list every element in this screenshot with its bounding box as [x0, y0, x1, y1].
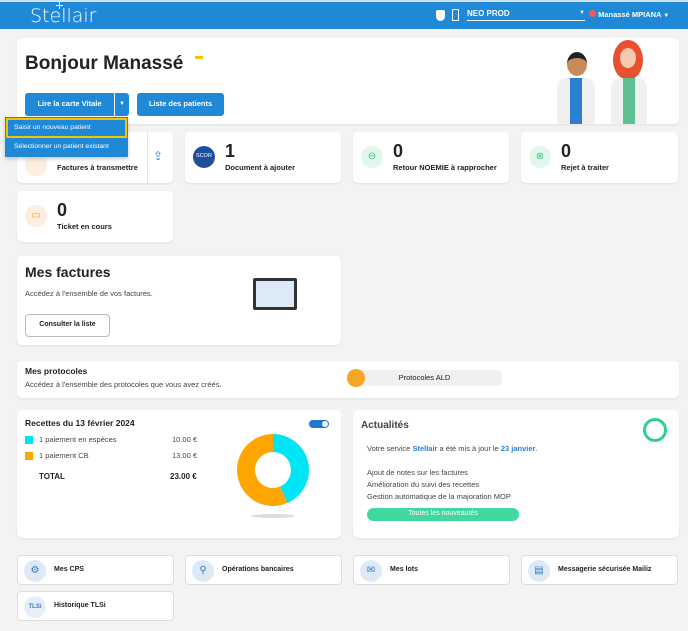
legend-amount: 13.00 €: [172, 451, 198, 460]
mail-stack-icon: ✉: [360, 560, 382, 582]
menu-item-existing-patient[interactable]: Sélectionner un patient existant: [14, 143, 109, 150]
news-intro-text: a été mis à jour le: [437, 444, 501, 453]
total-amount: 23.00 €: [170, 472, 197, 481]
news-intro-text: .: [535, 444, 538, 453]
shield-icon[interactable]: [436, 10, 445, 21]
stat-card-rejects[interactable]: ⊗ 0 Rejet à traiter: [521, 132, 678, 183]
news-intro: Votre service Stellair a été mis à jour …: [367, 444, 538, 453]
news-item: Amélioration du suivi des recettes: [367, 480, 480, 489]
ticket-icon: ▭: [25, 205, 47, 227]
stat-card-noemie[interactable]: ⊖ 0 Retour NOEMIE à rapprocher: [353, 132, 509, 183]
news-date: 23 janvier: [500, 444, 536, 453]
chevron-down-icon: ▼: [579, 10, 585, 16]
stat-card-tickets[interactable]: ▭ 0 Ticket en cours: [17, 191, 173, 242]
all-news-button[interactable]: Toutes les nouveautés: [367, 508, 519, 521]
stat-label: Retour NOEMIE à rapprocher: [393, 163, 497, 172]
ald-protocols-button[interactable]: Protocoles ALD: [347, 370, 502, 386]
stat-card-documents[interactable]: SCOR 1 Document à ajouter: [185, 132, 341, 183]
view-invoices-button[interactable]: Consulter la liste: [25, 314, 110, 337]
stat-value: 0: [57, 200, 68, 220]
environment-select[interactable]: NEO PROD ▼: [467, 9, 585, 21]
link-label: Opérations bancaires: [222, 566, 294, 573]
news-intro-text: Votre service: [367, 444, 413, 453]
sparkle-icon: [56, 2, 63, 9]
link-icon: ⊖: [361, 146, 383, 168]
receipts-title: Recettes du 13 février 2024: [25, 418, 135, 428]
stat-label: Rejet à traiter: [561, 163, 609, 172]
refresh-icon: [643, 418, 667, 442]
link-tlsi-history[interactable]: TLSi Historique TLSi: [17, 591, 174, 621]
badge-icon: [195, 56, 203, 59]
chevron-down-icon: ▼: [119, 101, 125, 108]
status-icon: [589, 10, 596, 17]
receipts-donut-chart: [236, 434, 309, 518]
legend-swatch-cash: [25, 436, 33, 444]
link-label: Historique TLSi: [54, 602, 106, 609]
user-name: Manassé MPIANA: [598, 10, 662, 19]
invoices-card: Mes factures Accédez à l'ensemble de vos…: [17, 256, 341, 345]
invoices-title: Mes factures: [25, 264, 111, 280]
link-bank-operations[interactable]: ⚲ Opérations bancaires: [185, 555, 342, 585]
news-brand: Stellair: [412, 444, 438, 453]
legend-swatch-card: [25, 452, 33, 460]
top-bar: Stellair NEO PROD ▼ Manassé MPIANA ▼: [0, 0, 688, 29]
receipts-toggle[interactable]: [309, 420, 329, 428]
protocols-title: Mes protocoles: [25, 366, 88, 376]
page-title: Bonjour Manassé: [25, 53, 184, 74]
receipts-card: Recettes du 13 février 2024 1 paiement e…: [17, 410, 341, 538]
news-card: Actualités Votre service Stellair a été …: [353, 410, 679, 538]
donut-slice-1: [236, 434, 288, 506]
gear-icon: ⚙: [24, 560, 46, 582]
scor-icon: SCOR: [193, 146, 215, 168]
stat-label: Ticket en cours: [57, 222, 112, 231]
stat-label: Factures à transmettre: [57, 163, 138, 172]
card-reader-icon[interactable]: [452, 9, 459, 21]
environment-value: NEO PROD: [467, 9, 510, 18]
bank-icon: ⚲: [192, 560, 214, 582]
tlsi-icon: TLSi: [24, 596, 46, 618]
link-label: Messagerie sécurisée Mailiz: [558, 566, 652, 573]
patient-list-button[interactable]: Liste des patients: [137, 93, 224, 116]
stat-label: Document à ajouter: [225, 163, 296, 172]
invoice-icon: [25, 154, 47, 176]
user-menu[interactable]: Manassé MPIANA ▼: [589, 10, 669, 20]
link-my-cps[interactable]: ⚙ Mes CPS: [17, 555, 174, 585]
doctor-illustration: [555, 44, 595, 124]
stellair-logo[interactable]: Stellair: [30, 5, 97, 27]
stat-value: 0: [561, 141, 572, 161]
nurse-illustration: [607, 38, 651, 124]
stat-value: 0: [393, 141, 404, 161]
link-my-batches[interactable]: ✉ Mes lots: [353, 555, 510, 585]
invoices-desc: Accédez à l'ensemble de vos factures.: [25, 289, 153, 298]
news-item: Gestion automatique de la majoration MOP: [367, 492, 511, 501]
link-label: Mes lots: [390, 566, 419, 573]
link-mailiz[interactable]: ▤ Messagerie sécurisée Mailiz: [521, 555, 678, 585]
chevron-down-icon: ▼: [663, 13, 670, 19]
chart-shadow: [251, 514, 295, 518]
protocols-desc: Accédez à l'ensemble des protocoles que …: [25, 380, 222, 389]
link-label: Mes CPS: [54, 566, 84, 573]
legend-amount: 10.00 €: [172, 435, 198, 444]
protocols-card: Mes protocoles Accédez à l'ensemble des …: [17, 361, 679, 398]
ald-icon: [347, 369, 365, 387]
stat-value: 1: [225, 141, 236, 161]
read-vitale-card-button[interactable]: Lire la carte Vitale: [25, 93, 114, 116]
legend-label: 1 paiement CB: [39, 451, 89, 460]
news-title: Actualités: [361, 420, 409, 431]
monitor-illustration: [253, 278, 297, 310]
vitale-dropdown-menu: Saisir un nouveau patient Sélectionner u…: [5, 117, 128, 157]
reject-icon: ⊗: [529, 146, 551, 168]
vitale-dropdown-toggle[interactable]: ▼: [114, 93, 129, 116]
legend-label: 1 paiement en espèces: [39, 435, 117, 444]
menu-item-new-patient[interactable]: Saisir un nouveau patient: [6, 118, 127, 138]
upload-icon[interactable]: ⇪: [153, 149, 164, 163]
news-item: Ajout de notes sur les factures: [367, 468, 468, 477]
total-label: TOTAL: [39, 472, 65, 481]
secure-mail-icon: ▤: [528, 560, 550, 582]
donut-slice-0: [273, 434, 309, 504]
